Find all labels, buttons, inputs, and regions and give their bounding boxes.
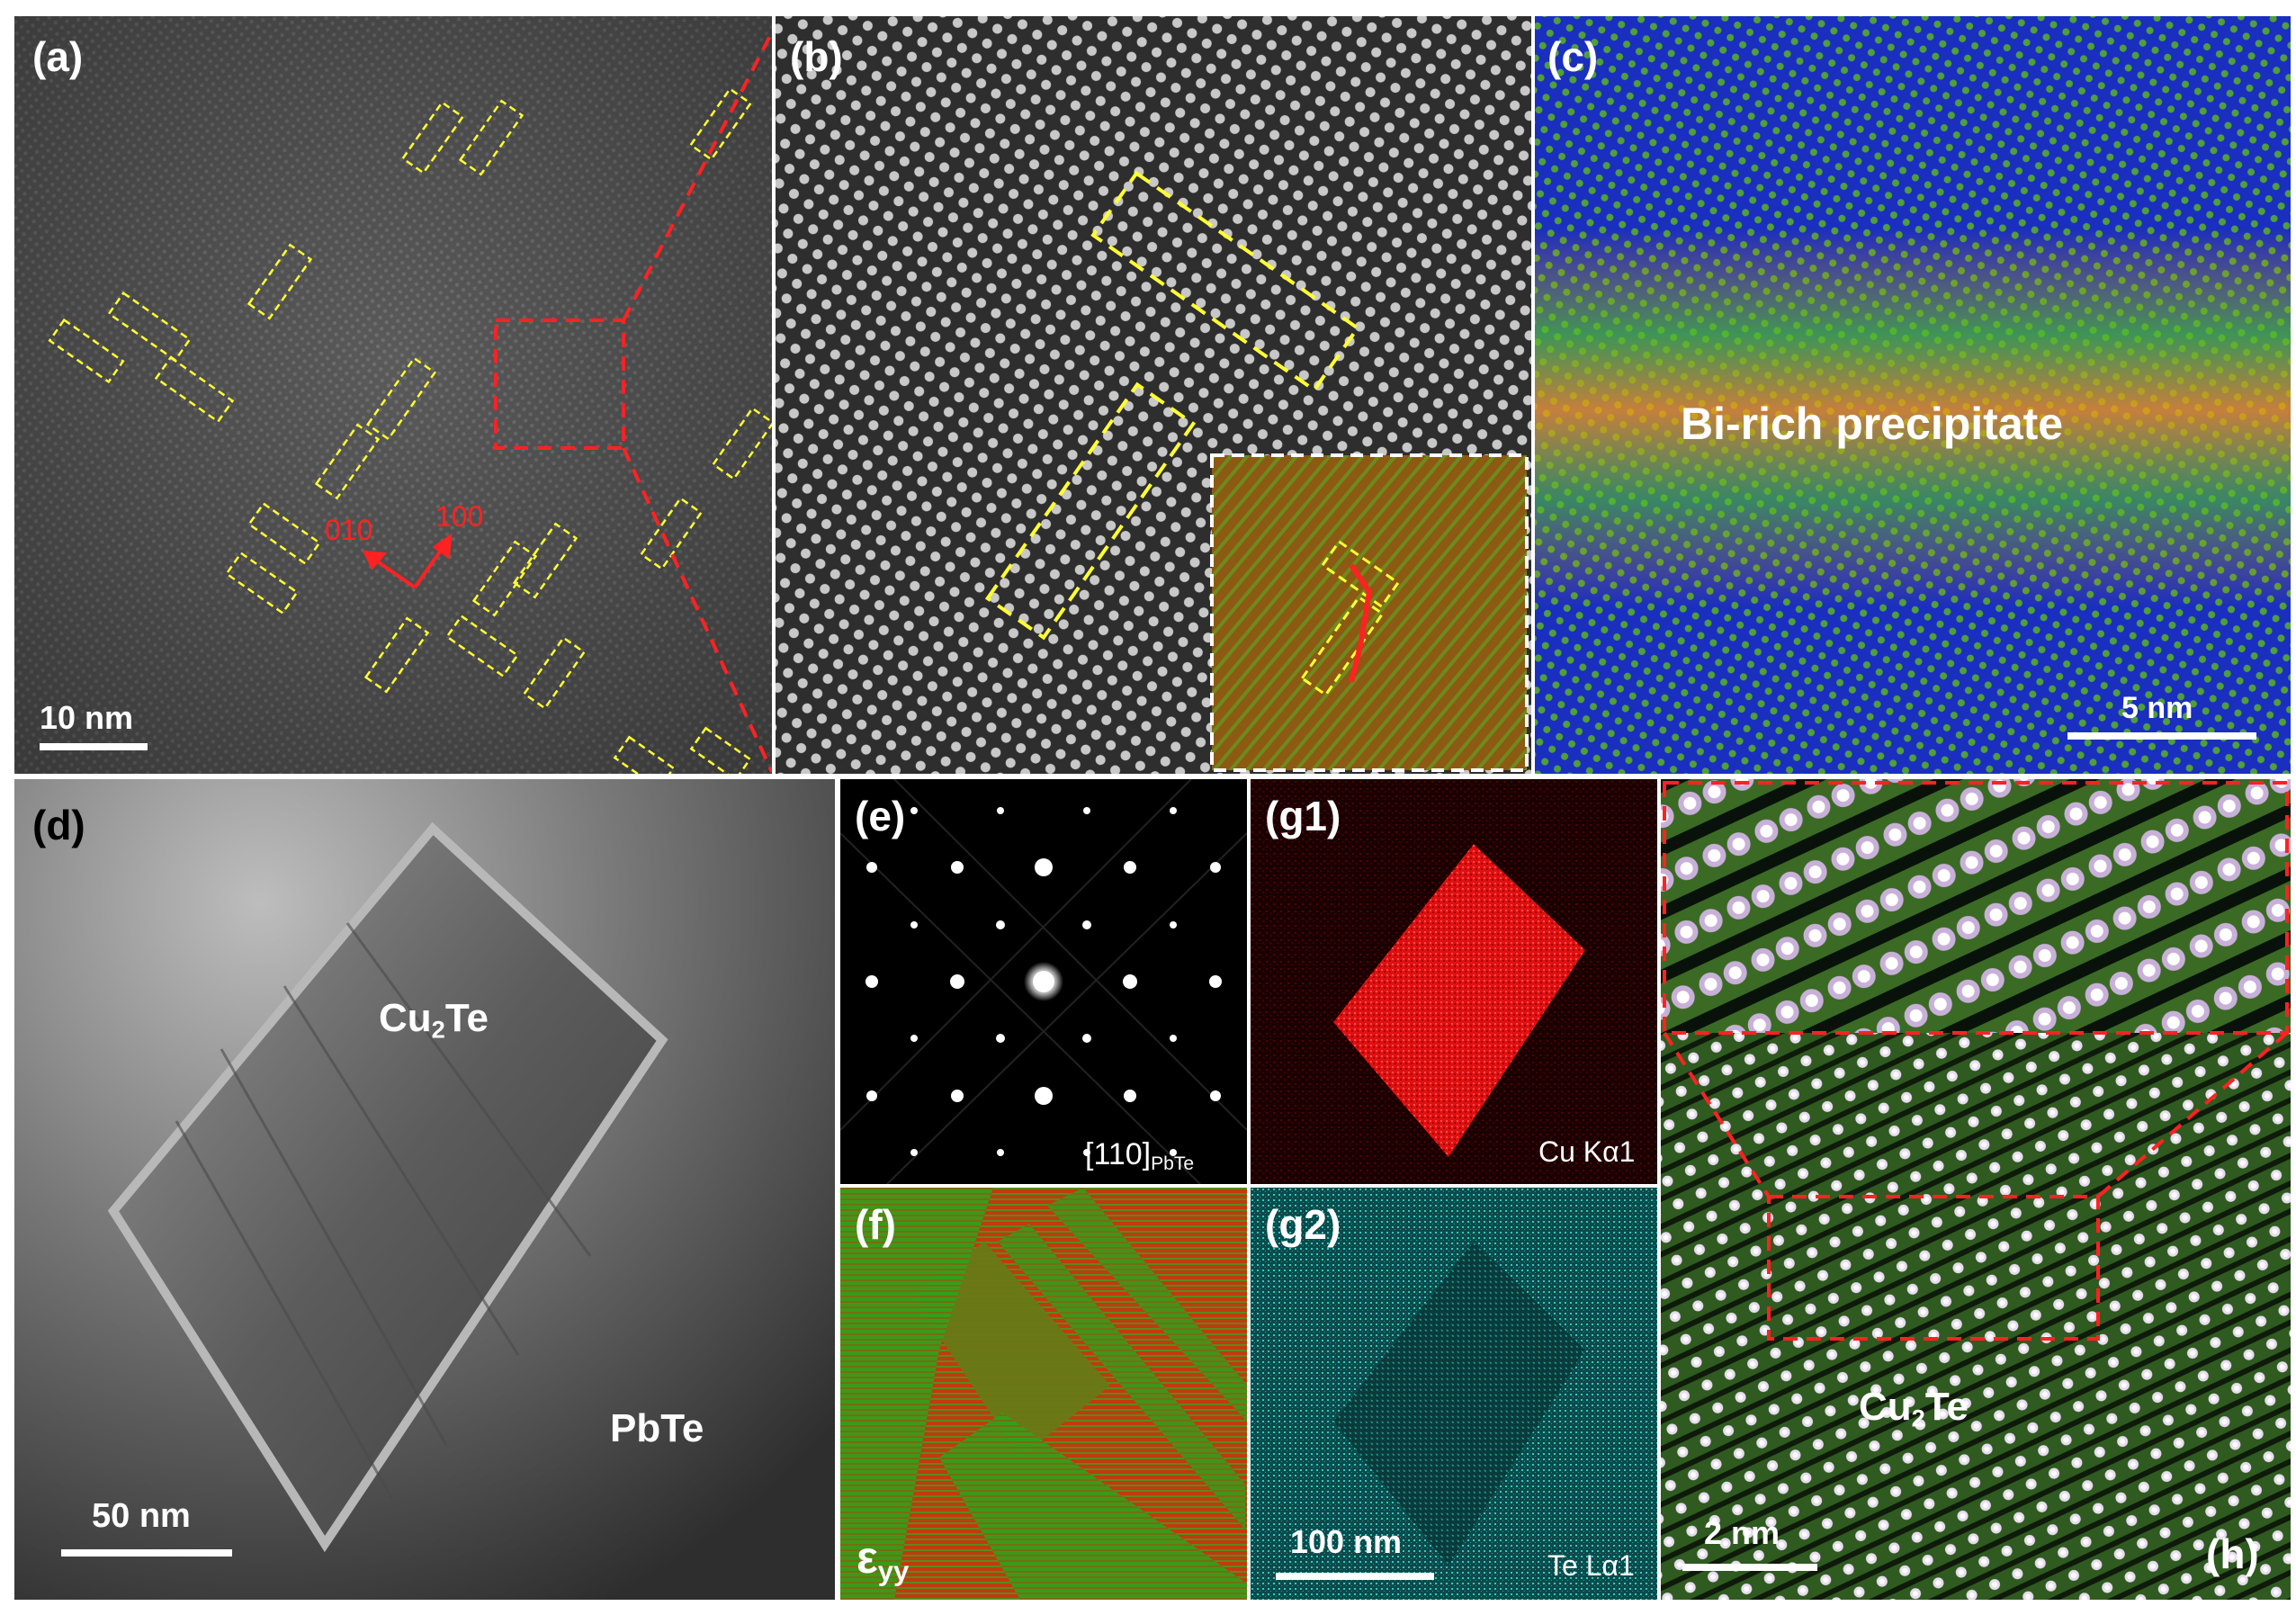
panel-g2-label: (g2) bbox=[1265, 1201, 1341, 1248]
panel-e-image bbox=[840, 779, 1247, 1184]
cu2te-precipitate bbox=[107, 821, 668, 1553]
direction-label-010: 010 bbox=[325, 514, 373, 546]
panel-c-label: (c) bbox=[1547, 33, 1599, 80]
panel-f-image bbox=[840, 1188, 1247, 1600]
strain-inset bbox=[1210, 453, 1529, 772]
panel-g1-image bbox=[1251, 779, 1657, 1184]
panel-d-scale-bar bbox=[61, 1549, 232, 1557]
panel-h-haadf: Cu2Te 2 nm (h) bbox=[1661, 779, 2291, 1600]
panel-b-precipitate-boxes bbox=[984, 170, 1360, 641]
te-element-label: Te Lα1 bbox=[1547, 1549, 1635, 1582]
precipitate-boxes bbox=[48, 87, 772, 774]
panel-d-scale-label: 50 nm bbox=[92, 1497, 191, 1535]
panel-b-label: (b) bbox=[790, 33, 843, 80]
panel-f-label: (f) bbox=[855, 1201, 896, 1248]
panel-h-label: (h) bbox=[2206, 1530, 2259, 1577]
panel-a-scale-bar bbox=[40, 743, 148, 750]
cu2te-label: Cu2Te bbox=[379, 996, 489, 1044]
panel-g2-scale-label: 100 nm bbox=[1290, 1523, 1403, 1560]
pbte-label: PbTe bbox=[610, 1406, 704, 1450]
diffraction-spots bbox=[865, 807, 1222, 1156]
panel-a-hrtem: (a) 010 100 10 nm bbox=[14, 16, 772, 774]
panel-e-diffraction: (e) [110]PbTe bbox=[840, 779, 1247, 1184]
panel-c-image bbox=[1535, 16, 2291, 774]
panel-h-cu2te-label: Cu2Te bbox=[1859, 1385, 1969, 1432]
panel-a-scale-label: 10 nm bbox=[40, 699, 134, 736]
zoom-region-box bbox=[494, 31, 772, 773]
cu-rich-region bbox=[1333, 844, 1585, 1157]
panel-g1-cu-map: (g1) Cu Kα1 bbox=[1251, 779, 1657, 1184]
cu-element-label: Cu Kα1 bbox=[1538, 1135, 1636, 1168]
panel-a-label: (a) bbox=[32, 33, 84, 80]
te-depleted-region bbox=[1333, 1242, 1585, 1566]
direction-label-100: 100 bbox=[435, 500, 484, 533]
panel-d-tem: (d) Cu2Te PbTe 50 nm bbox=[14, 779, 835, 1600]
bi-rich-precipitate-label: Bi-rich precipitate bbox=[1681, 399, 2064, 449]
panel-c-scale-bar bbox=[2067, 732, 2256, 740]
panel-h-zoom-box bbox=[1663, 781, 2289, 1341]
panel-c-stem-map: (c) Bi-rich precipitate 5 nm bbox=[1535, 16, 2291, 774]
panel-g1-label: (g1) bbox=[1265, 793, 1341, 839]
panel-h-image bbox=[1661, 779, 2291, 1600]
panel-g2-scale-bar bbox=[1276, 1573, 1434, 1580]
panel-a-image bbox=[14, 16, 772, 774]
panel-c-scale-label: 5 nm bbox=[2121, 691, 2193, 725]
panel-b-hrtem-zoom: (b) bbox=[776, 16, 1531, 774]
zone-axis-label: [110]PbTe bbox=[1085, 1137, 1195, 1174]
panel-g2-te-map: (g2) 100 nm Te Lα1 bbox=[1251, 1188, 1657, 1600]
strain-component-label: εyy bbox=[857, 1532, 910, 1587]
panel-d-label: (d) bbox=[32, 802, 85, 848]
panel-e-label: (e) bbox=[855, 793, 906, 839]
direction-arrows bbox=[362, 533, 453, 589]
panel-h-scale-label: 2 nm bbox=[1704, 1514, 1780, 1551]
panel-h-scale-bar bbox=[1682, 1564, 1817, 1571]
panel-b-image bbox=[776, 16, 1531, 774]
panel-d-image bbox=[14, 779, 835, 1600]
panel-f-strain-map: (f) εyy bbox=[840, 1188, 1247, 1600]
zoom-inset bbox=[1661, 779, 2291, 1033]
panel-g2-image bbox=[1251, 1188, 1657, 1600]
